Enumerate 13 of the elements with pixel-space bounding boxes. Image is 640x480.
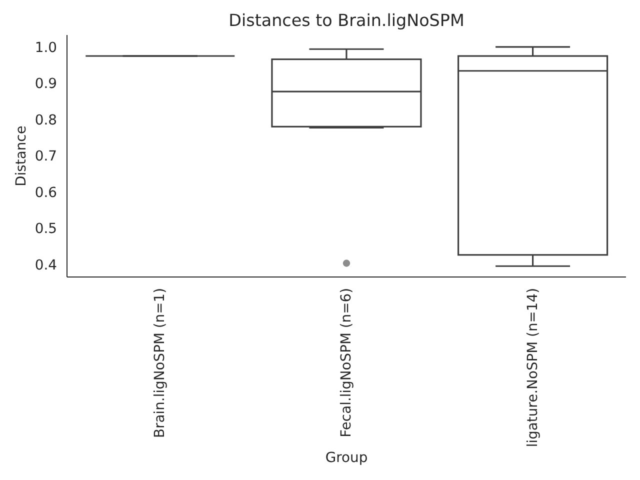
y-tick-label: 0.7 bbox=[34, 148, 57, 165]
y-axis-title: Distance bbox=[14, 126, 30, 186]
y-tick-label: 1.0 bbox=[34, 40, 57, 56]
x-axis-title: Group bbox=[325, 450, 368, 466]
y-tick-label: 0.9 bbox=[34, 76, 57, 92]
y-tick-label: 0.5 bbox=[34, 221, 57, 238]
x-tick-label: Fecal.ligNoSPM (n=6) bbox=[338, 288, 354, 438]
x-tick-label: ligature.NoSPM (n=14) bbox=[524, 288, 541, 448]
y-tick-label: 0.8 bbox=[34, 112, 57, 128]
y-tick-label: 0.4 bbox=[34, 257, 58, 274]
chart-title: Distances to Brain.ligNoSPM bbox=[228, 10, 466, 30]
x-tick-label: Brain.ligNoSPM (n=1) bbox=[152, 288, 168, 438]
y-tick-label: 0.6 bbox=[34, 184, 57, 201]
